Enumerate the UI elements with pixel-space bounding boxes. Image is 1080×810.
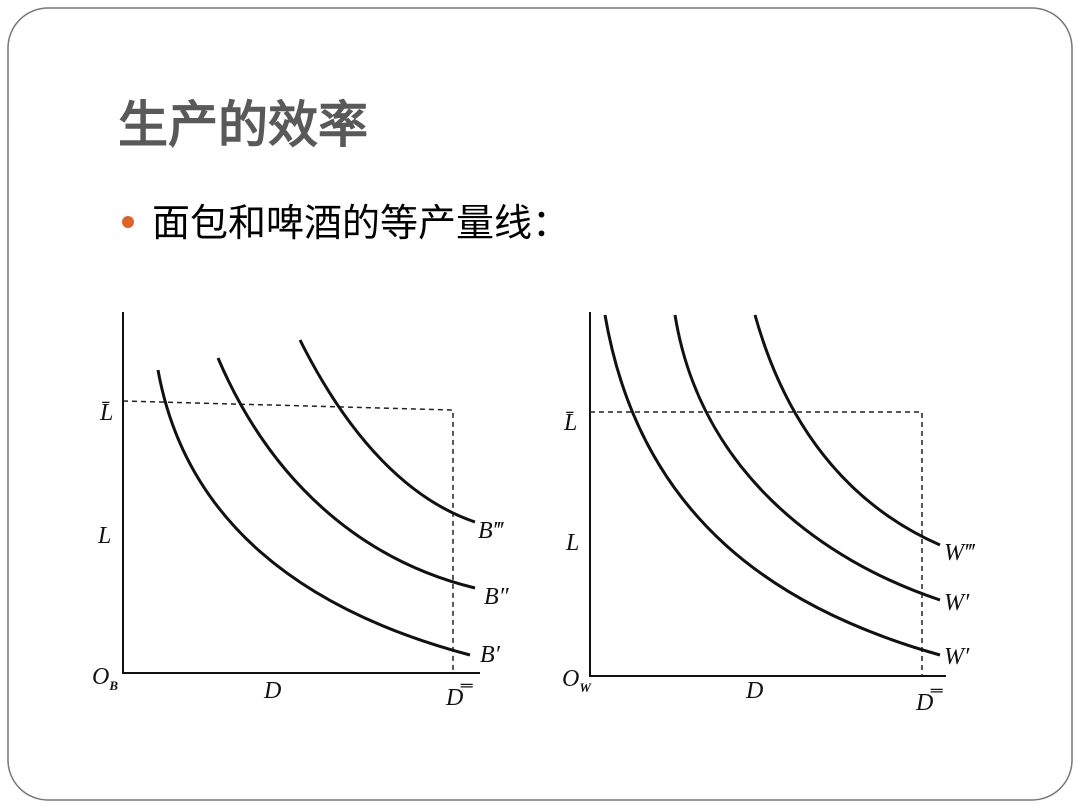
- curve-label: B‴: [478, 518, 505, 544]
- label: L̄: [99, 400, 113, 426]
- label: O: [92, 664, 109, 690]
- curve-label: B″: [484, 584, 510, 610]
- label-sub: W: [579, 680, 592, 695]
- isoquant: [216, 357, 476, 590]
- isoquant: [673, 314, 941, 602]
- curve-label: B′: [480, 642, 501, 668]
- axes: [589, 312, 946, 677]
- title: 生产的效率: [118, 96, 368, 154]
- isoquant: [603, 314, 941, 657]
- bullet-text: 面包和啤酒的等产量线：: [152, 201, 570, 245]
- axes: [122, 312, 480, 674]
- isoquant: [753, 314, 941, 547]
- constraint: [122, 400, 454, 673]
- label: L: [97, 523, 111, 549]
- label: L̄: [563, 410, 577, 436]
- label-sub: B: [108, 678, 118, 693]
- label: O: [562, 666, 579, 692]
- curve-label: W′: [944, 644, 970, 670]
- label: L: [565, 530, 579, 556]
- curve-label: W′: [944, 590, 970, 616]
- bullet-dot: [122, 216, 134, 228]
- constraint: [590, 411, 923, 676]
- label: D: [745, 678, 763, 704]
- isoquant: [298, 339, 476, 524]
- label: D: [263, 678, 281, 704]
- diagram-left: L̄ L OB D D̿ B‴ B″ B′: [92, 312, 510, 711]
- label: OB: [92, 664, 118, 693]
- curve-label: W‴: [944, 540, 976, 566]
- label: OW: [562, 666, 592, 695]
- isoquant: [156, 369, 471, 657]
